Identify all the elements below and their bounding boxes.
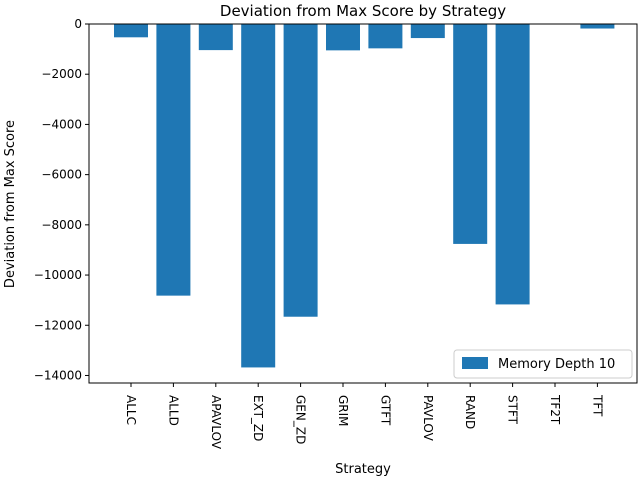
bar-apavlov xyxy=(198,24,233,51)
bar-ext_zd xyxy=(241,24,276,368)
x-tick-label: PAVLOV xyxy=(421,395,435,442)
y-tick-label: −6000 xyxy=(41,168,82,182)
y-tick-label: −10000 xyxy=(34,268,82,282)
x-tick-label: ALLC xyxy=(124,395,138,425)
y-tick-label: −8000 xyxy=(41,218,82,232)
legend-box xyxy=(453,349,633,379)
x-axis-ticks: ALLC ALLD APAVLOV EXT_ZD GEN_ZD GRIM GTFT PAVLO… xyxy=(124,383,604,450)
x-tick-label: STFT xyxy=(506,395,520,425)
bar-stft xyxy=(495,24,530,305)
x-tick-label: ALLD xyxy=(166,395,180,426)
bar-allc xyxy=(114,24,148,38)
chart-title: Deviation from Max Score by Strategy xyxy=(220,2,506,20)
bar-rand xyxy=(453,24,488,244)
legend-label: Memory Depth 10 xyxy=(498,357,615,372)
x-tick-label: GRIM xyxy=(336,395,350,427)
x-axis-label: Strategy xyxy=(335,462,391,477)
y-axis-label: Deviation from Max Score xyxy=(3,120,18,288)
plot-frame xyxy=(88,23,638,384)
x-tick-label: EXT_ZD xyxy=(251,395,265,441)
bars-group xyxy=(114,24,615,368)
x-tick-label: RAND xyxy=(463,395,477,429)
x-tick-label: GEN_ZD xyxy=(294,395,308,444)
bar-pavlov xyxy=(410,24,445,39)
y-tick-label: −14000 xyxy=(34,368,82,382)
bar-gen_zd xyxy=(283,24,318,317)
bar-grim xyxy=(326,24,360,51)
bar-alld xyxy=(156,24,191,296)
x-tick-label: TFT xyxy=(590,394,604,417)
y-tick-label: −4000 xyxy=(41,117,82,131)
x-tick-label: TF2T xyxy=(548,394,562,425)
y-tick-label: 0 xyxy=(74,17,82,31)
bar-tft xyxy=(580,24,615,29)
x-tick-label: APAVLOV xyxy=(209,395,223,450)
y-axis-ticks: 0 −2000 −4000 −6000 −8000 −10000 −12000 −14000 xyxy=(34,17,89,382)
x-tick-label: GTFT xyxy=(378,395,392,426)
legend: Memory Depth 10 xyxy=(453,349,633,379)
y-tick-label: −2000 xyxy=(41,67,82,81)
y-tick-label: −12000 xyxy=(34,318,82,332)
legend-swatch xyxy=(462,357,488,369)
bar-gtft xyxy=(368,24,403,49)
